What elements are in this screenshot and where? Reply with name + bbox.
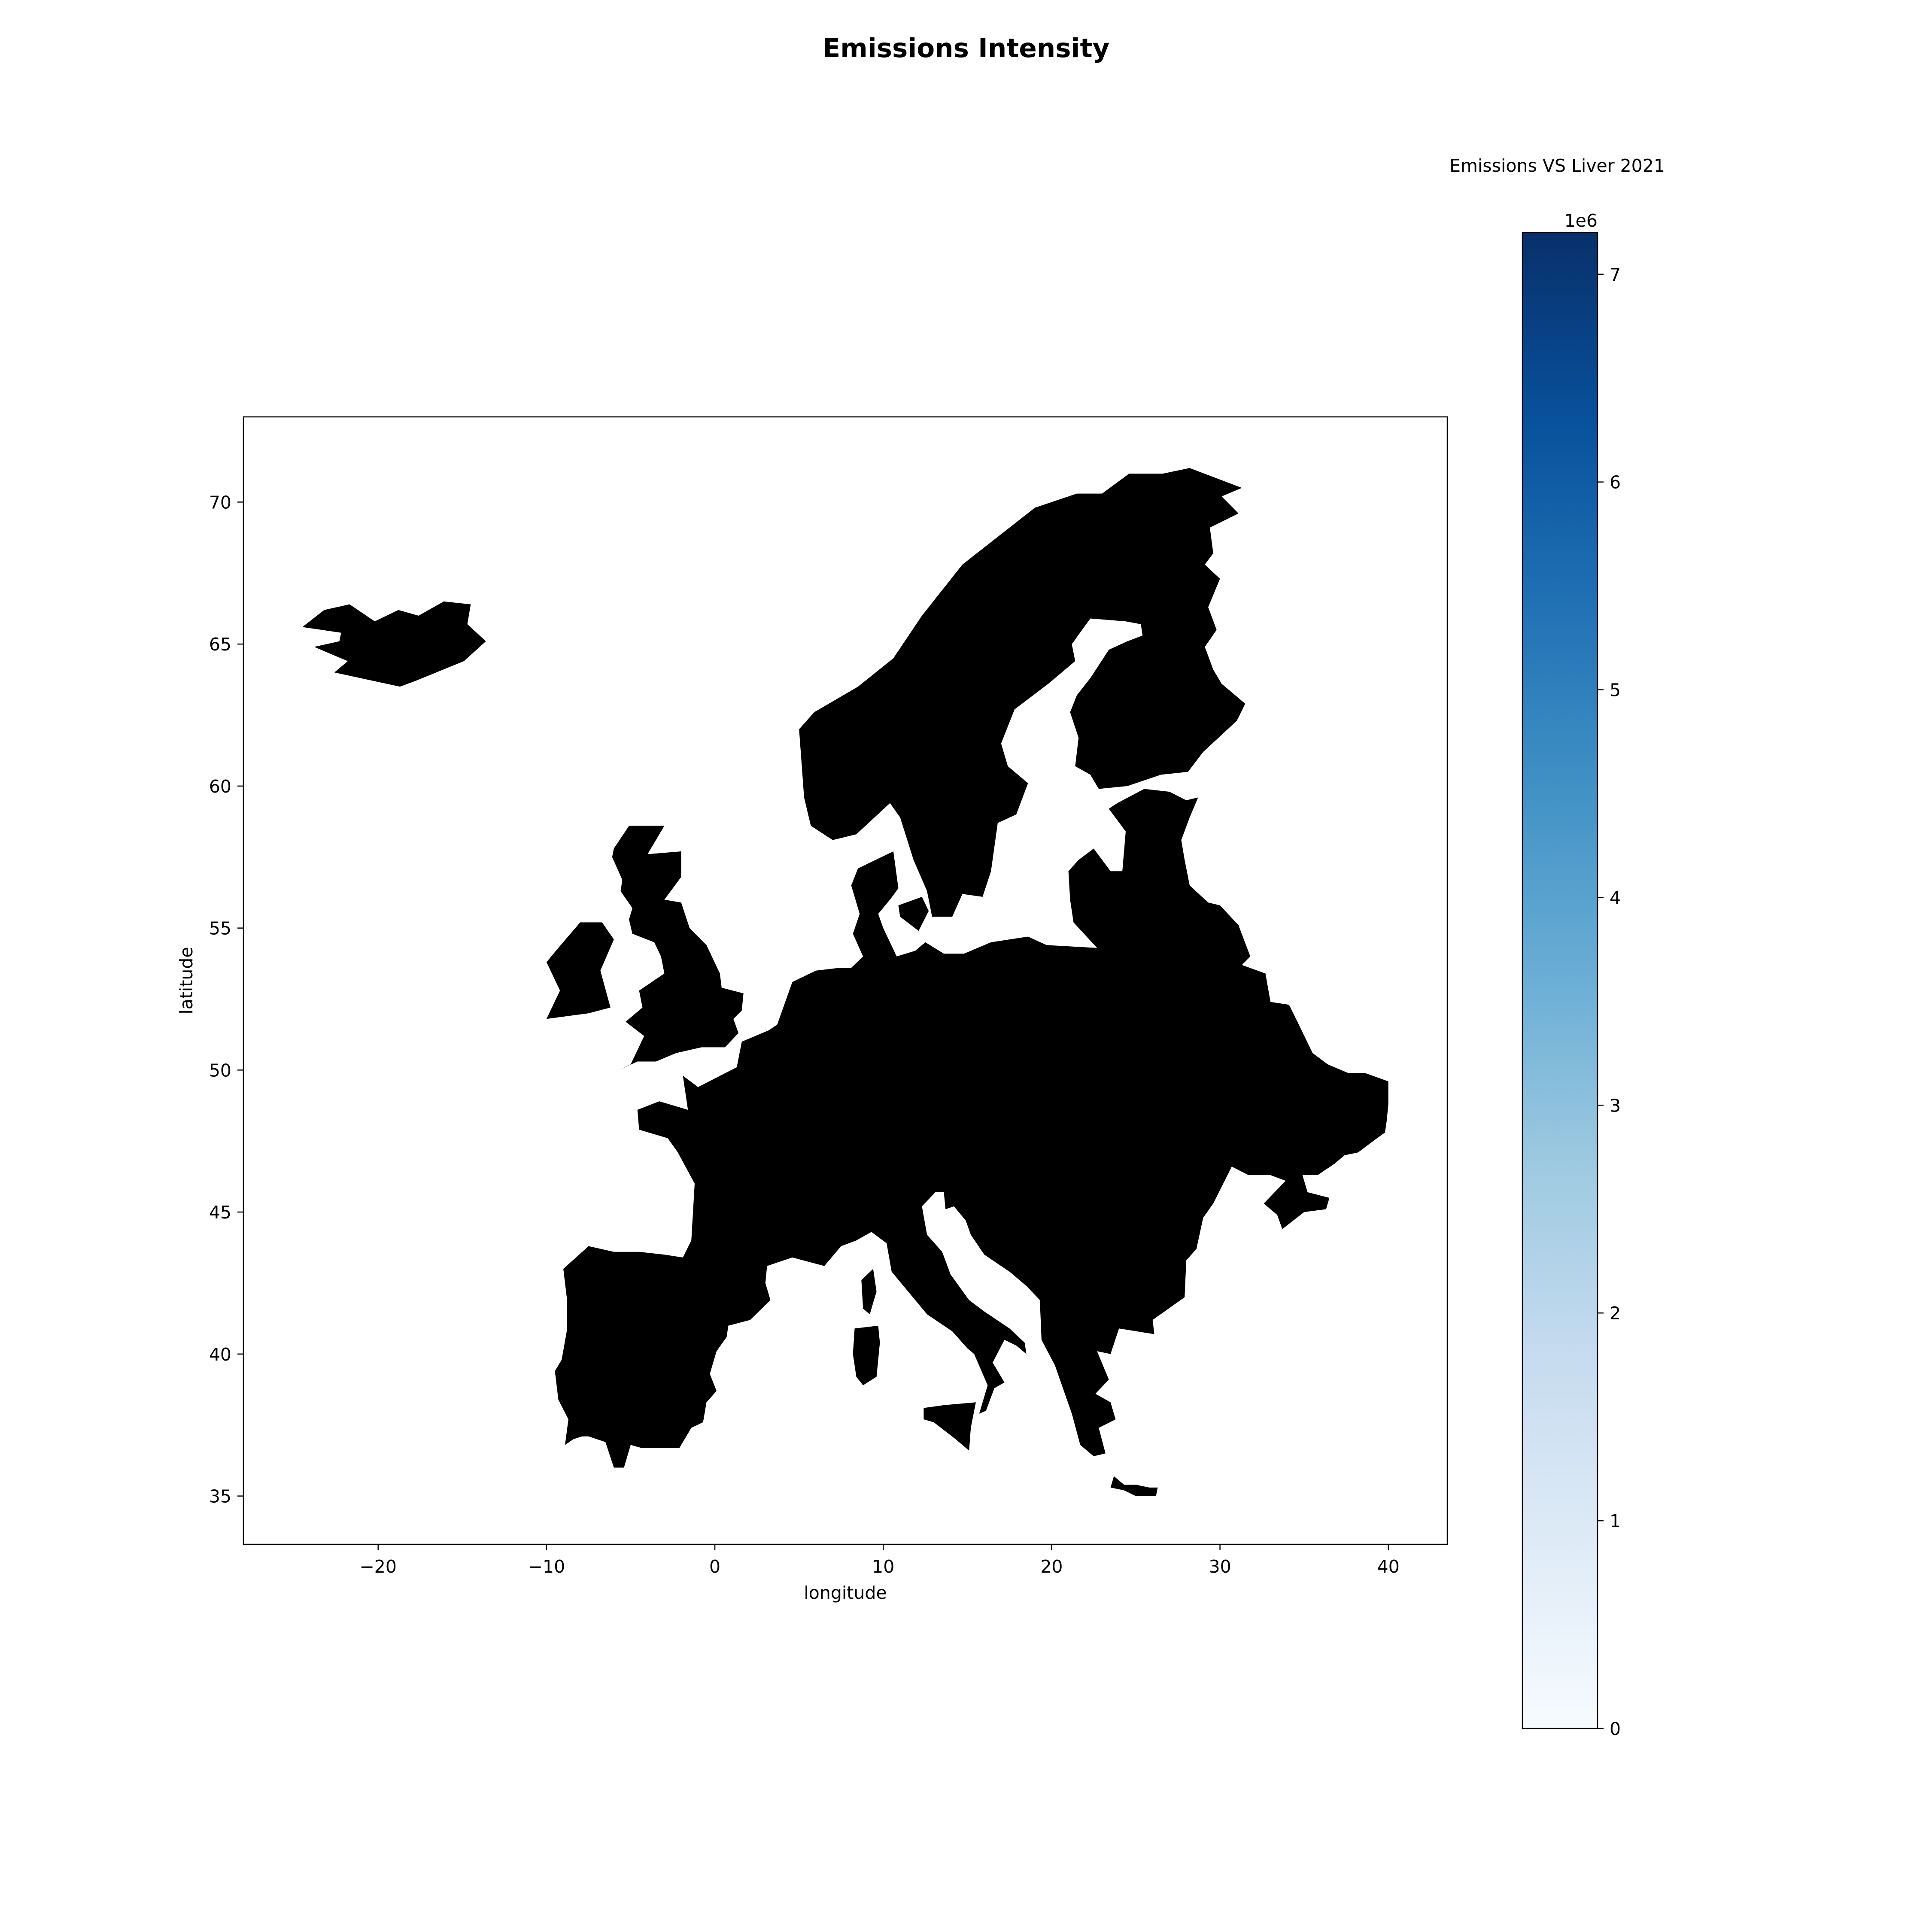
x-tick-label: 30 — [1209, 1556, 1231, 1577]
region-ireland — [546, 922, 614, 1019]
region-scandinavia — [799, 468, 1245, 917]
map-plot-area: −20 −10 0 10 20 30 40 35 40 45 50 55 60 65 70 — [209, 416, 1448, 1577]
y-tick-label: 50 — [209, 1060, 231, 1081]
y-tick-label: 55 — [209, 918, 231, 939]
colorbar-tick-label: 1 — [1610, 1511, 1621, 1531]
colorbar-tick-label: 2 — [1610, 1303, 1621, 1324]
colorbar-tick-label: 4 — [1610, 887, 1621, 908]
region-sardinia — [853, 1325, 880, 1385]
region-iceland — [302, 601, 486, 687]
x-axis: −20 −10 0 10 20 30 40 — [359, 1544, 1400, 1577]
chart-title: Emissions Intensity — [823, 33, 1110, 64]
region-sicily — [923, 1402, 976, 1451]
colorbar-tick-label: 5 — [1610, 680, 1621, 701]
x-tick-label: −20 — [359, 1556, 397, 1577]
y-tick-label: 35 — [209, 1486, 231, 1507]
colorbar-tick-label: 7 — [1610, 264, 1621, 285]
y-tick-label: 70 — [209, 492, 231, 513]
y-axis-label: latitude — [176, 947, 197, 1014]
region-crete — [1110, 1476, 1158, 1496]
colorbar-tick-label: 3 — [1610, 1095, 1621, 1116]
region-layer — [302, 468, 1388, 1496]
x-tick-label: −10 — [528, 1556, 565, 1577]
y-tick-label: 45 — [209, 1202, 231, 1223]
colorbar-gradient — [1522, 233, 1598, 1728]
x-tick-label: 40 — [1377, 1556, 1400, 1577]
x-axis-label: longitude — [804, 1583, 887, 1603]
region-corsica — [861, 1269, 877, 1315]
colorbar-ticks: 0 1 2 3 4 5 6 7 — [1598, 264, 1621, 1739]
colorbar-label: Emissions VS Liver 2021 — [1449, 155, 1665, 176]
region-continent — [555, 789, 1388, 1468]
x-tick-label: 20 — [1040, 1556, 1063, 1577]
colorbar: Emissions VS Liver 2021 1e6 0 1 2 3 4 5 6 7 — [1449, 155, 1665, 1739]
plot-frame — [243, 416, 1448, 1545]
x-tick-label: 0 — [709, 1556, 720, 1577]
y-axis: 35 40 45 50 55 60 65 70 — [209, 492, 243, 1507]
x-tick-label: 10 — [872, 1556, 894, 1577]
y-tick-label: 40 — [209, 1344, 231, 1365]
region-great-britain — [612, 826, 744, 1070]
y-tick-label: 65 — [209, 634, 231, 655]
colorbar-tick-label: 6 — [1610, 472, 1621, 493]
region-zealand — [898, 896, 929, 931]
y-tick-label: 60 — [209, 776, 231, 797]
colorbar-tick-label: 0 — [1610, 1719, 1621, 1739]
colorbar-frame — [1522, 232, 1598, 1729]
colorbar-multiplier: 1e6 — [1564, 210, 1598, 231]
